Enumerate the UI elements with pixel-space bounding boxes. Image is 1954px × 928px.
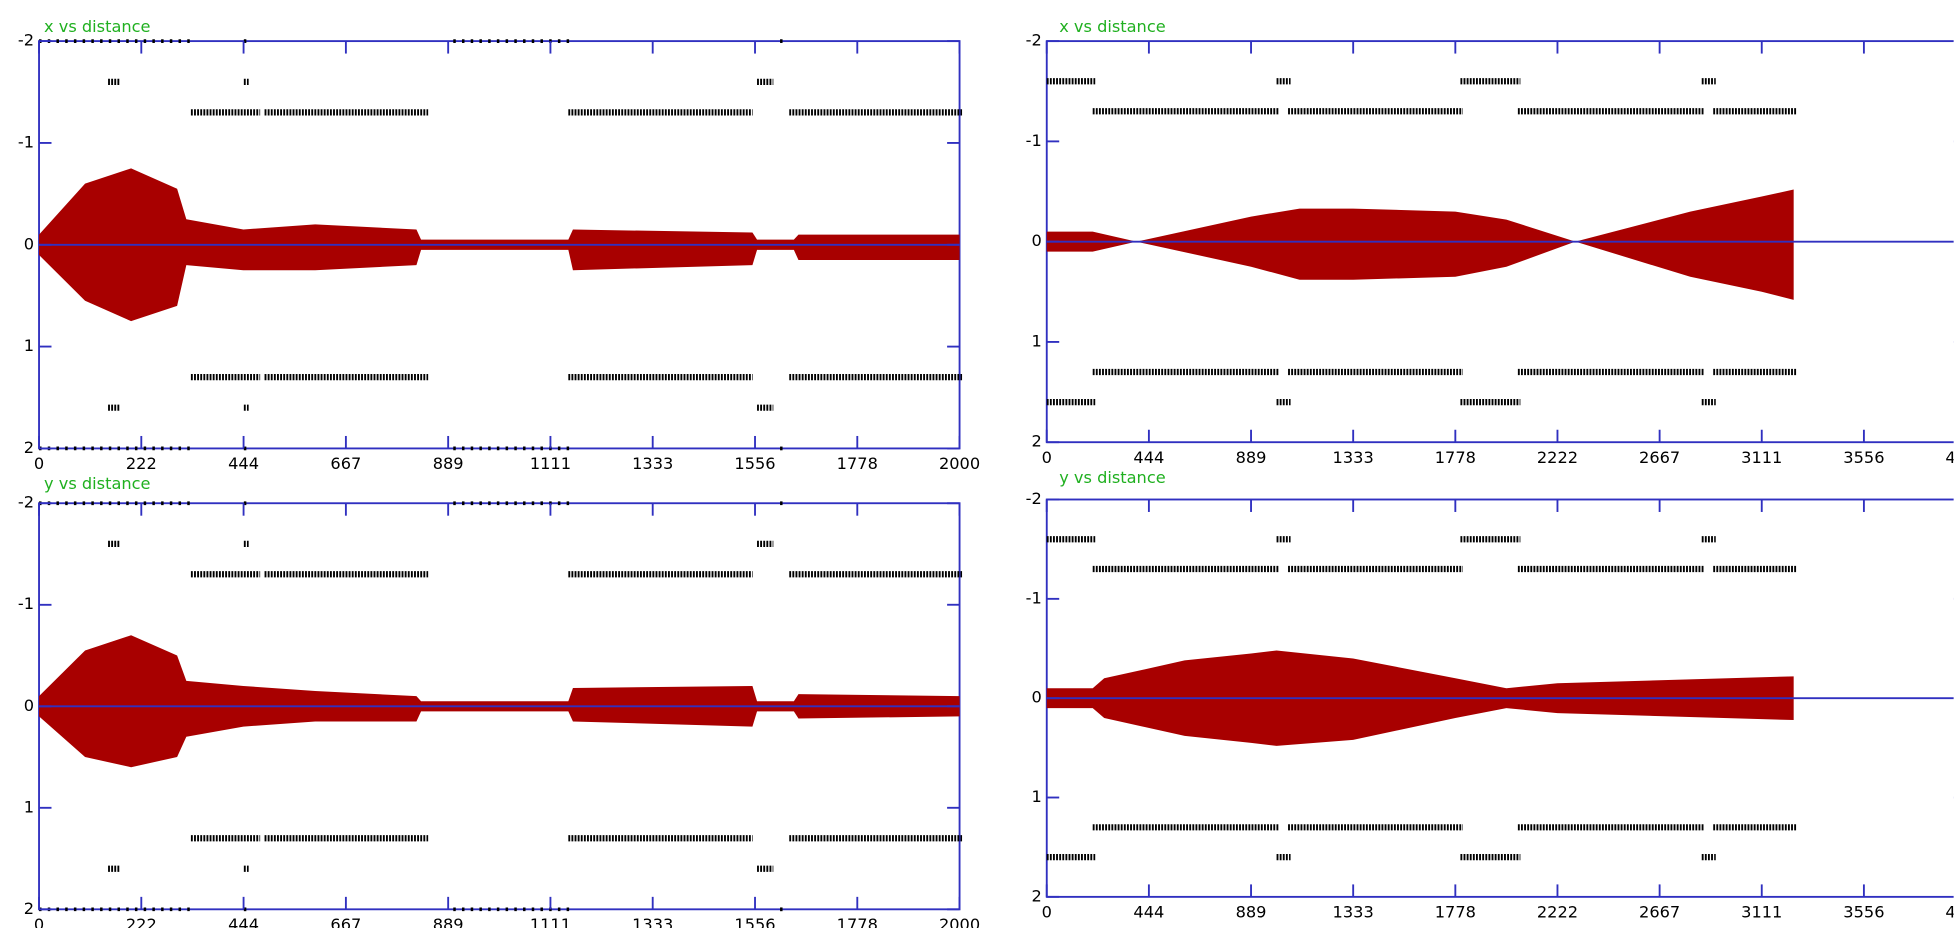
y-tick-label: -1 — [18, 594, 34, 613]
x-tick-label: 889 — [433, 915, 464, 928]
x-tick-label: 222 — [126, 915, 157, 928]
x-tick-label: 0 — [1042, 903, 1052, 922]
chart-title: y vs distance — [1059, 468, 1166, 487]
y-tick-label: 1 — [1031, 331, 1041, 350]
x-tick-label: 1333 — [632, 915, 673, 928]
y-tick-label: 0 — [24, 696, 34, 715]
y-tick-label: 0 — [24, 234, 34, 253]
chart-panel: x vs distance 0 222 444 667 889 1111 1333 1556 17… — [18, 17, 980, 473]
x-tick-label: 3556 — [1843, 903, 1884, 922]
x-tick-label: 444 — [228, 454, 259, 473]
envelope — [39, 635, 960, 768]
x-tick-label: 0 — [34, 454, 44, 473]
x-tick-label: 1333 — [1333, 903, 1374, 922]
x-tick-label: 0 — [1042, 448, 1052, 467]
chart-title: x vs distance — [44, 17, 151, 36]
y-tick-label: -2 — [18, 31, 34, 50]
chart-title: x vs distance — [1059, 17, 1166, 36]
x-tick-label: 444 — [228, 915, 259, 928]
x-tick-label: 1778 — [1435, 903, 1476, 922]
y-tick-label: -1 — [18, 132, 34, 151]
chart-panel: y vs distance 0 222 444 667 889 1111 1333 1556 17… — [18, 474, 980, 928]
x-tick-label: 667 — [330, 915, 361, 928]
x-tick-label: 2667 — [1639, 448, 1680, 467]
x-tick-label: 444 — [1133, 448, 1164, 467]
x-tick-label: 1333 — [1333, 448, 1374, 467]
chart-title: y vs distance — [44, 474, 151, 493]
x-tick-label: 2667 — [1639, 903, 1680, 922]
y-tick-label: -2 — [18, 493, 34, 512]
x-tick-label: 3556 — [1843, 448, 1884, 467]
x-tick-label: 1556 — [734, 454, 775, 473]
x-tick-label: 4000 — [1945, 448, 1954, 467]
x-tick-label: 1111 — [530, 915, 571, 928]
x-tick-label: 0 — [34, 915, 44, 928]
x-tick-label: 1778 — [837, 915, 878, 928]
x-tick-label: 2222 — [1537, 448, 1578, 467]
y-tick-label: -1 — [1026, 588, 1042, 607]
x-tick-label: 889 — [1236, 903, 1267, 922]
x-tick-label: 2222 — [1537, 903, 1578, 922]
y-tick-label: 1 — [24, 797, 34, 816]
x-tick-label: 3111 — [1741, 448, 1782, 467]
chart-panel: x vs distance 0 444 889 1333 1778 2222 2667 3111… — [1026, 17, 1954, 467]
x-tick-label: 889 — [433, 454, 464, 473]
chart-panel: y vs distance 0 444 889 1333 1778 2222 2667 3111… — [1026, 468, 1954, 922]
x-tick-label: 1333 — [632, 454, 673, 473]
y-tick-label: 0 — [1031, 231, 1041, 250]
x-tick-label: 2000 — [939, 454, 980, 473]
y-tick-label: 2 — [1031, 432, 1041, 451]
x-tick-label: 222 — [126, 454, 157, 473]
y-tick-label: 1 — [1031, 787, 1041, 806]
x-tick-label: 1111 — [530, 454, 571, 473]
envelope — [1046, 189, 1794, 300]
y-tick-label: 0 — [1031, 688, 1041, 707]
x-tick-label: 4000 — [1945, 903, 1954, 922]
x-tick-label: 1778 — [1435, 448, 1476, 467]
y-tick-label: 2 — [24, 899, 34, 918]
y-tick-label: 2 — [24, 438, 34, 457]
x-tick-label: 1556 — [734, 915, 775, 928]
x-tick-label: 889 — [1236, 448, 1267, 467]
y-tick-label: -1 — [1026, 131, 1042, 150]
y-tick-label: -2 — [1026, 489, 1042, 508]
x-tick-label: 667 — [330, 454, 361, 473]
x-tick-label: 3111 — [1741, 903, 1782, 922]
x-tick-label: 444 — [1133, 903, 1164, 922]
y-tick-label: -2 — [1026, 31, 1042, 50]
y-tick-label: 2 — [1031, 886, 1041, 905]
y-tick-label: 1 — [24, 336, 34, 355]
x-tick-label: 2000 — [939, 915, 980, 928]
x-tick-label: 1778 — [837, 454, 878, 473]
